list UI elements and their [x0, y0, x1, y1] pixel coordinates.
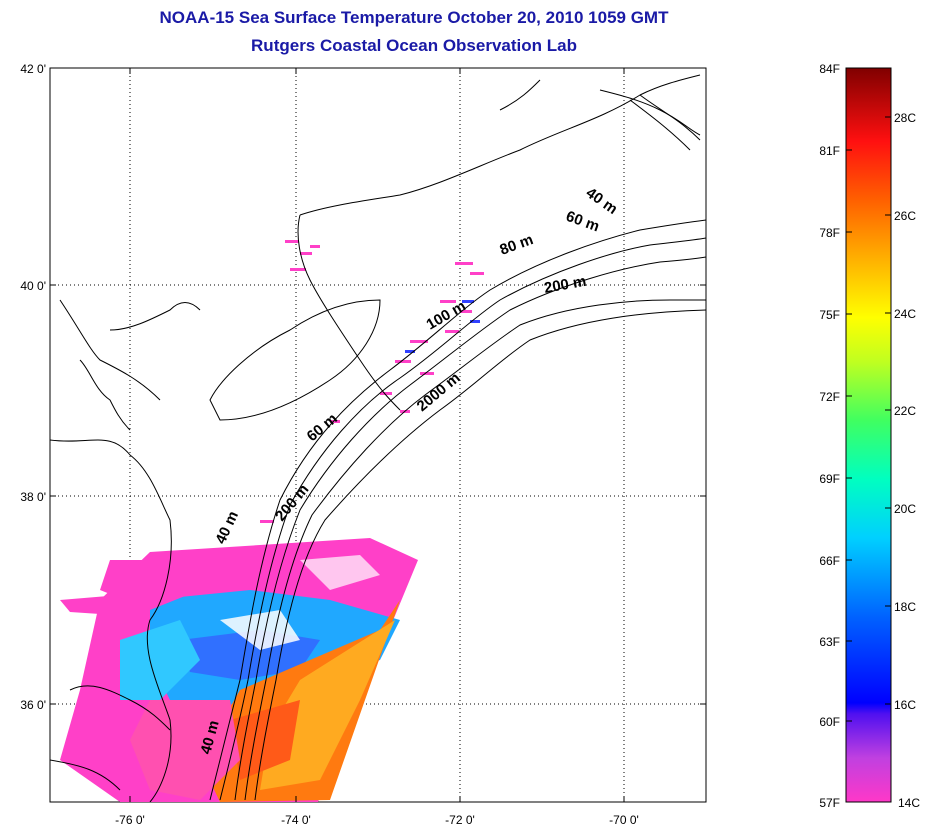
cb-c-18: 18C	[894, 600, 916, 614]
colorbar-f-labels: 84F 81F 78F 75F 72F 69F 66F 63F 60F 57F	[819, 62, 840, 810]
lon-label-70: -70 0'	[609, 813, 639, 827]
latitude-labels: 42 0' 40 0' 38 0' 36 0'	[20, 62, 46, 712]
coastline	[50, 74, 701, 802]
lat-label-38: 38 0'	[20, 490, 46, 504]
cb-f-60: 60F	[819, 715, 840, 729]
map-gridlines	[50, 68, 706, 802]
cb-c-24: 24C	[894, 307, 916, 321]
colorbar-c-labels: 28C 26C 24C 22C 20C 18C 16C 14C	[894, 111, 920, 810]
cb-f-84: 84F	[819, 62, 840, 76]
cb-c-22: 22C	[894, 404, 916, 418]
colorbar-ticks	[846, 116, 891, 722]
cb-f-75: 75F	[819, 308, 840, 322]
longitude-labels: -76 0' -74 0' -72 0' -70 0'	[115, 813, 639, 827]
colorbar	[845, 67, 892, 803]
sst-data-streaks-blue	[405, 300, 480, 353]
cb-f-72: 72F	[819, 390, 840, 404]
cb-c-14: 14C	[898, 796, 920, 810]
cb-c-28: 28C	[894, 111, 916, 125]
cb-f-69: 69F	[819, 472, 840, 486]
map-subtitle: Rutgers Coastal Ocean Observation Lab	[251, 36, 577, 55]
cb-f-81: 81F	[819, 144, 840, 158]
lon-label-72: -72 0'	[445, 813, 475, 827]
lat-label-40: 40 0'	[20, 279, 46, 293]
cb-f-57: 57F	[819, 796, 840, 810]
cb-c-26: 26C	[894, 209, 916, 223]
map-title: NOAA-15 Sea Surface Temperature October …	[159, 8, 669, 27]
lat-label-42: 42 0'	[20, 62, 46, 76]
cb-f-63: 63F	[819, 635, 840, 649]
cb-c-20: 20C	[894, 502, 916, 516]
cb-f-78: 78F	[819, 226, 840, 240]
lon-label-76: -76 0'	[115, 813, 145, 827]
lat-label-36: 36 0'	[20, 698, 46, 712]
cb-c-16: 16C	[894, 698, 916, 712]
isobaths	[209, 94, 706, 801]
sst-data-swath	[60, 538, 418, 802]
axis-ticks	[50, 67, 706, 802]
lon-label-74: -74 0'	[281, 813, 311, 827]
cb-f-66: 66F	[819, 554, 840, 568]
